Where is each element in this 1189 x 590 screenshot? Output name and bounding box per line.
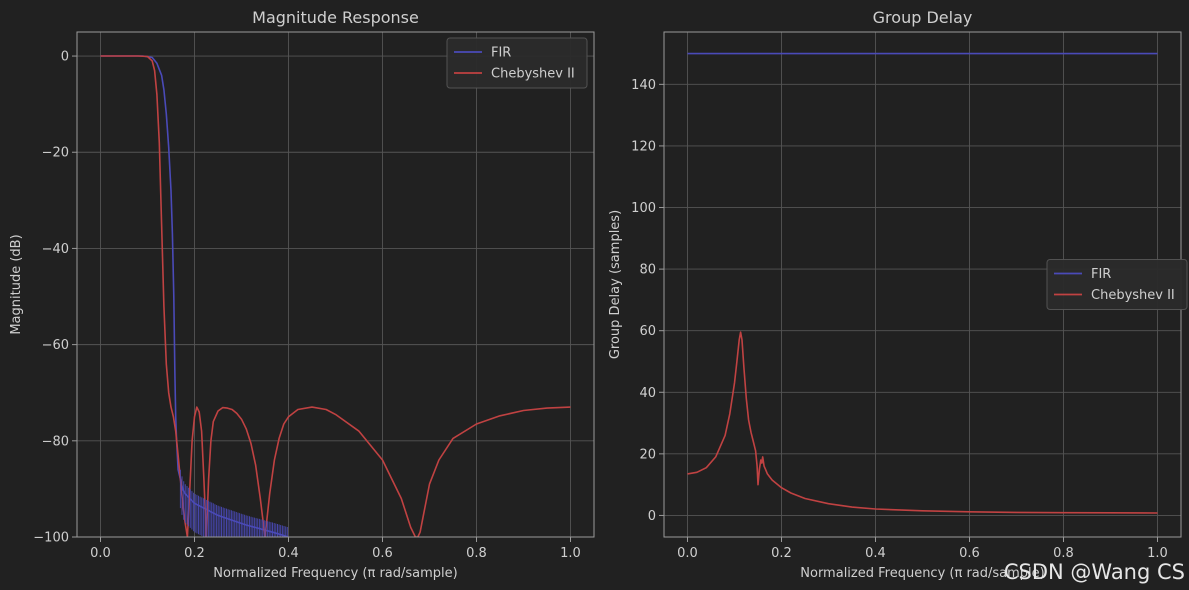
- x-tick-label: 0.8: [466, 546, 487, 561]
- y-tick-label: 100: [631, 201, 656, 216]
- y-axis-label: Group Delay (samples): [608, 210, 623, 359]
- x-tick-label: 0.4: [278, 546, 299, 561]
- y-tick-label: 40: [639, 386, 656, 401]
- chart-2: 0.0 0.2 0.4 0.6 0.8 1.0 0 20 40 60 80 100 120 140 Grou…: [608, 8, 1188, 581]
- x-axis-label: Normalized Frequency (π rad/sample): [213, 566, 457, 581]
- watermark: CSDN @Wang CS: [1003, 560, 1185, 584]
- y-tick-label: −100: [33, 531, 69, 546]
- y-tick-label: 140: [631, 78, 656, 93]
- plot-frame: [76, 31, 595, 538]
- x-tick-label: 0.0: [677, 546, 698, 561]
- chart-title: Group Delay: [873, 8, 973, 27]
- x-tick-label: 0.0: [90, 546, 111, 561]
- x-tick-label: 0.4: [865, 546, 886, 561]
- legend: FIR Chebyshev II: [1046, 259, 1188, 310]
- legend-label: Chebyshev II: [491, 67, 575, 82]
- fir-ripple: [179, 469, 288, 537]
- legend-box: [1046, 259, 1188, 310]
- y-tick-label: 0: [61, 50, 69, 65]
- x-tick-label: 0.8: [1053, 546, 1074, 561]
- y-tick-label: −60: [42, 338, 69, 353]
- y-tick-label: 0: [648, 509, 656, 524]
- x-tick-label: 0.6: [372, 546, 393, 561]
- legend: FIR Chebyshev II: [446, 37, 588, 89]
- chart-title: Magnitude Response: [252, 8, 419, 27]
- series-line-chebyshev: [100, 55, 571, 537]
- legend-label: Chebyshev II: [1091, 288, 1175, 303]
- y-tick-label: 20: [639, 447, 656, 462]
- y-tick-label: −80: [42, 434, 69, 449]
- chart-1: 0.0 0.2 0.4 0.6 0.8 1.0 0 −20 −40 −60 −80 −100 Magni…: [9, 8, 595, 581]
- y-tick-label: 120: [631, 139, 656, 154]
- x-tick-label: 1.0: [560, 546, 581, 561]
- y-tick-label: 80: [639, 263, 656, 278]
- legend-label: FIR: [1091, 267, 1111, 282]
- x-tick-label: 0.2: [184, 546, 205, 561]
- y-axis-label: Magnitude (dB): [9, 234, 24, 334]
- x-tick-label: 0.2: [771, 546, 792, 561]
- y-tick-label: −20: [42, 146, 69, 161]
- legend-label: FIR: [491, 46, 511, 61]
- y-tick-label: 60: [639, 324, 656, 339]
- y-tick-label: −40: [42, 242, 69, 257]
- x-axis-label: Normalized Frequency (π rad/sample): [800, 566, 1044, 581]
- x-tick-label: 0.6: [959, 546, 980, 561]
- x-tick-label: 1.0: [1147, 546, 1168, 561]
- legend-box: [446, 37, 588, 89]
- series-line-chebyshev: [687, 331, 1158, 514]
